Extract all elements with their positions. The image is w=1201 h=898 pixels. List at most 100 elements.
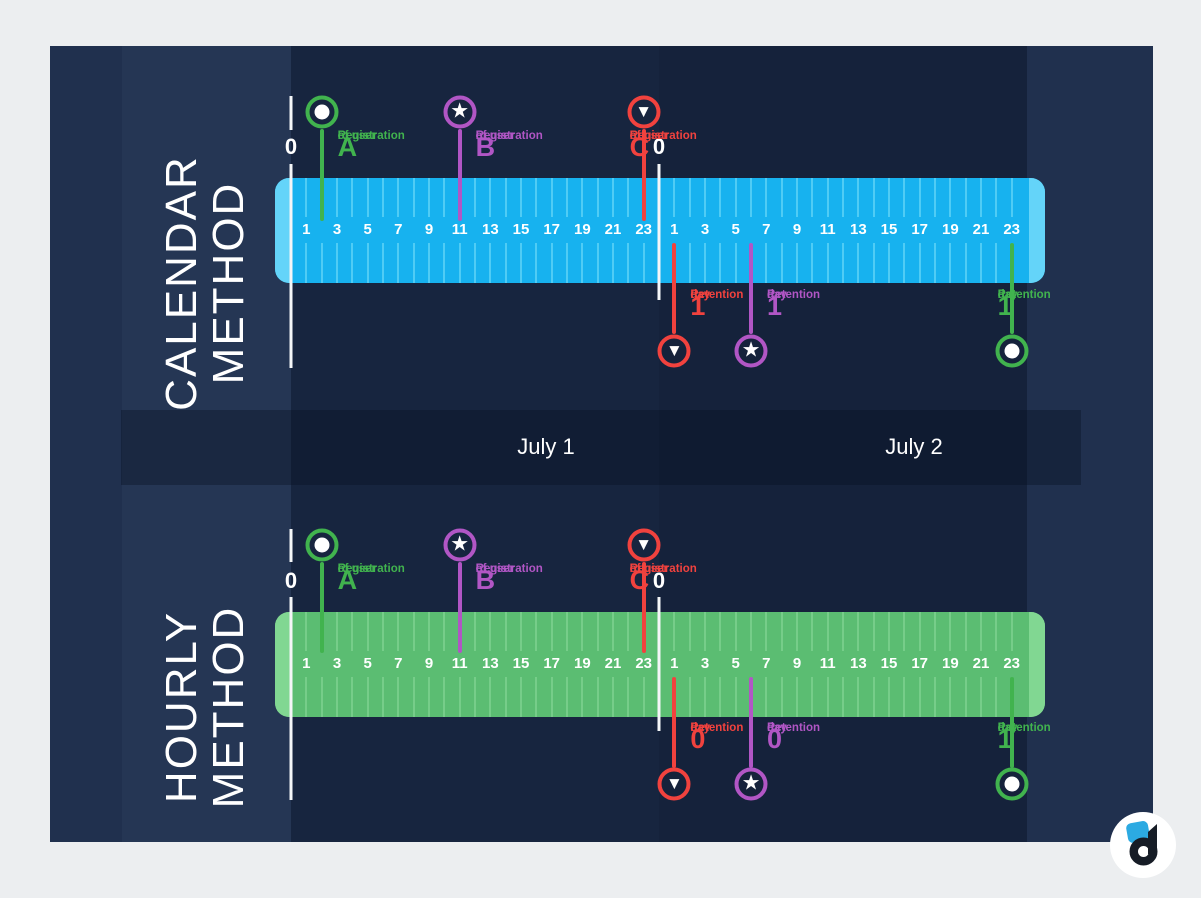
hour-tick xyxy=(688,243,691,283)
hour-tick xyxy=(903,677,906,717)
day1-start-line xyxy=(289,96,293,130)
hour-tick xyxy=(382,243,384,283)
bar-cap-right xyxy=(1029,612,1045,717)
hour-tick xyxy=(765,243,768,283)
hour-tick xyxy=(351,612,354,651)
hour-tick xyxy=(397,612,400,651)
registration-label-line: of user xyxy=(629,130,669,142)
hour-tick xyxy=(949,677,952,717)
hour-label: 9 xyxy=(424,221,434,238)
registration-marker-A xyxy=(305,95,339,129)
hour-label: 13 xyxy=(849,221,867,238)
hour-tick xyxy=(918,243,921,283)
hour-tick xyxy=(995,178,998,217)
hour-tick xyxy=(842,612,844,651)
hour-label: 11 xyxy=(819,221,836,238)
date-band: July 1 July 2 xyxy=(121,410,1081,485)
hour-tick xyxy=(474,243,476,283)
hour-tick xyxy=(397,243,400,283)
hour-tick xyxy=(903,178,906,217)
hour-tick xyxy=(811,677,814,717)
hour-tick xyxy=(489,677,492,717)
retention-label-line: Retention xyxy=(690,289,744,301)
hour-label: 13 xyxy=(849,655,867,672)
hour-label: 1 xyxy=(302,221,311,238)
hour-label: 23 xyxy=(1003,655,1020,672)
hour-tick xyxy=(474,178,476,217)
hour-tick xyxy=(903,612,906,651)
hour-tick xyxy=(336,677,338,717)
hour-tick xyxy=(581,178,584,217)
hour-tick xyxy=(888,178,890,217)
hour-tick xyxy=(780,178,783,217)
hour-tick xyxy=(811,612,814,651)
hour-tick xyxy=(627,243,630,283)
hour-tick xyxy=(428,243,430,283)
registration-pin-stem-C xyxy=(641,129,646,221)
circle-glyph xyxy=(1004,343,1020,359)
hour-tick xyxy=(780,612,783,651)
hour-tick xyxy=(382,612,384,651)
hour-tick xyxy=(750,178,752,217)
hour-tick xyxy=(826,612,829,651)
hour-tick xyxy=(934,243,936,283)
registration-marker-A xyxy=(305,528,339,562)
hour-label: 5 xyxy=(363,221,372,238)
hour-tick xyxy=(474,677,476,717)
hour-tick xyxy=(612,677,614,717)
hour-tick xyxy=(566,612,568,651)
hour-tick xyxy=(934,677,936,717)
hour-label: 5 xyxy=(731,221,740,238)
hour-tick xyxy=(857,178,860,217)
bar-cap-left xyxy=(275,178,291,283)
registration-pin-stem-B xyxy=(457,562,462,653)
hour-tick xyxy=(780,243,783,283)
hour-tick xyxy=(535,677,538,717)
hour-tick xyxy=(397,677,400,717)
hour-tick xyxy=(780,677,783,717)
hour-tick xyxy=(980,243,982,283)
registration-label-line: Registration xyxy=(629,130,697,142)
hour-tick xyxy=(520,612,522,651)
hour-tick xyxy=(811,178,814,217)
hour-tick xyxy=(980,178,982,217)
hour-label: 23 xyxy=(635,221,652,238)
hour-tick xyxy=(366,677,369,717)
hour-tick xyxy=(535,243,538,283)
hour-label: 17 xyxy=(543,655,560,672)
registration-value-A: A xyxy=(337,565,358,595)
hour-label: 7 xyxy=(394,655,403,672)
hour-label: 15 xyxy=(512,221,530,238)
hour-label: 23 xyxy=(1003,221,1020,238)
hour-tick xyxy=(566,178,568,217)
hour-tick xyxy=(888,677,890,717)
registration-value-B: B xyxy=(475,132,496,162)
hour-tick xyxy=(535,178,538,217)
day1-start-line xyxy=(289,529,293,562)
hour-tick xyxy=(704,243,706,283)
registration-label-line: of user xyxy=(337,563,376,575)
hour-label: 19 xyxy=(573,655,591,672)
hour-label: 7 xyxy=(762,655,771,672)
hour-tick xyxy=(980,612,982,651)
retention-value-B: 1 xyxy=(767,291,783,321)
hour-tick xyxy=(719,677,722,717)
hour-tick xyxy=(842,677,844,717)
hour-tick xyxy=(842,243,844,283)
date-label-july1: July 1 xyxy=(517,434,575,459)
hour-label: 13 xyxy=(481,655,499,672)
hour-tick xyxy=(596,612,599,651)
hour-tick xyxy=(412,677,415,717)
bar-cap-right xyxy=(1029,178,1045,283)
hour-label: 19 xyxy=(573,221,591,238)
hour-tick xyxy=(642,677,645,717)
hour-tick xyxy=(857,612,860,651)
star-glyph: ★ xyxy=(450,531,470,556)
hour-tick xyxy=(612,243,614,283)
hour-tick xyxy=(305,243,308,283)
devtodev-logo xyxy=(1110,812,1176,878)
hour-label: 23 xyxy=(635,655,652,672)
hour-tick xyxy=(366,612,369,651)
hour-label: 11 xyxy=(819,655,836,672)
retention-label-line: day xyxy=(997,722,1018,734)
